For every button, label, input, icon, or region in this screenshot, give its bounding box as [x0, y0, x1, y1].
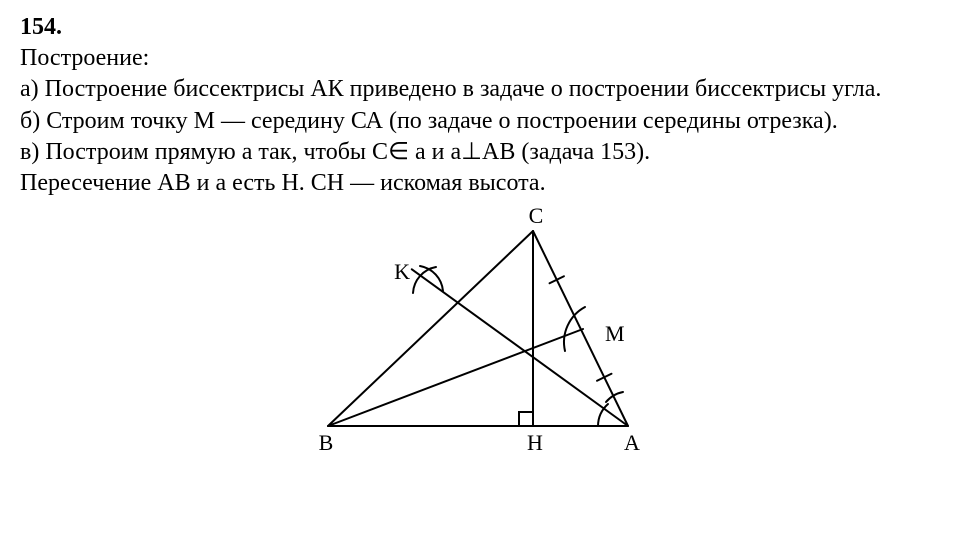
problem-number: 154.: [20, 12, 955, 43]
step-d: Пересечение АВ и а есть Н. СН — искомая …: [20, 168, 955, 199]
construction-heading: Построение:: [20, 43, 955, 74]
svg-text:C: C: [528, 203, 543, 228]
element-of-symbol: ∈: [388, 139, 409, 165]
problem-block: 154. Построение: а) Построение биссектри…: [20, 12, 955, 461]
svg-text:K: K: [394, 259, 410, 284]
triangle-figure: C K M B H A: [288, 201, 688, 461]
svg-text:M: M: [605, 321, 625, 346]
step-b: б) Строим точку М — середину СА (по зада…: [20, 106, 955, 137]
step-a: а) Построение биссектрисы АК приведено в…: [20, 74, 955, 105]
svg-text:A: A: [624, 430, 640, 455]
step-c: в) Построим прямую а так, чтобы С∈ а и а…: [20, 137, 955, 168]
step-c-text-2: а и а: [409, 139, 461, 165]
svg-text:H: H: [527, 430, 543, 455]
svg-text:B: B: [318, 430, 333, 455]
step-c-text-1: в) Построим прямую а так, чтобы С: [20, 139, 388, 165]
perp-symbol: ⊥: [461, 139, 482, 165]
step-c-text-3: АВ (задача 153).: [482, 139, 650, 165]
